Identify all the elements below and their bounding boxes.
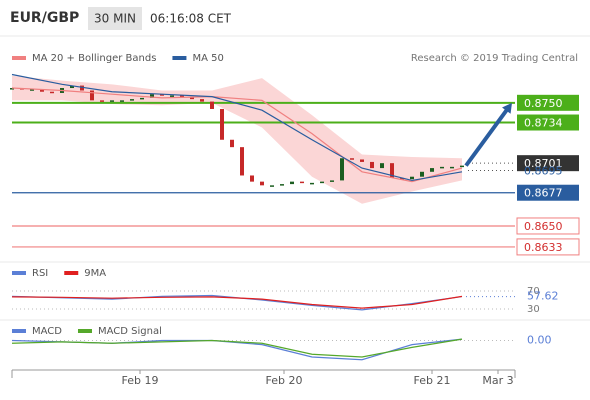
candle [350,158,354,160]
candle [320,181,324,184]
candle [400,177,404,180]
candle [150,94,154,98]
level-label: 0.8650 [524,220,563,233]
x-tick-label: Feb 21 [414,374,451,387]
legend-label: MA 20 + Bollinger Bands [32,53,156,64]
candle [90,90,94,101]
level-label-box [517,184,579,201]
legend-label: MA 50 [192,53,223,64]
level-label: 0.8750 [524,97,563,110]
legend-swatch [12,329,26,333]
legend-swatch [12,271,26,275]
candle [300,181,304,184]
x-tick-label: Mar 3 [482,374,513,387]
legend-swatch [77,329,92,333]
level-label-box [516,238,580,256]
level-label: 0.8633 [524,241,563,254]
projection-arrow [464,106,511,167]
candle [260,181,264,186]
legend-swatch [12,56,26,60]
indicator-line [11,295,463,309]
candle [270,185,274,187]
interval: 30 MIN [94,12,136,26]
candle [440,166,444,169]
candle [210,101,214,109]
candle [180,95,184,97]
legend-swatch [172,56,187,60]
candle [30,89,34,91]
candle [230,139,234,148]
candle [170,95,174,97]
ma-line [11,87,463,183]
level-label: 0.8677 [524,187,563,200]
candle [380,163,384,169]
bollinger-band [12,75,462,204]
candle [50,91,54,94]
candle [420,171,424,177]
value-label: 57.62 [527,290,559,303]
legend-swatch [64,271,79,275]
candle [140,97,144,100]
candle [280,184,284,186]
candle [450,166,454,169]
candle [430,168,434,172]
y-tick-label: 30 [527,304,540,315]
candle [70,85,74,89]
x-tick-label: Feb 19 [122,374,159,387]
level-label: 0.8701 [524,157,563,170]
candle [200,99,204,102]
candle [340,158,344,181]
level-label: 0.8734 [524,117,563,130]
x-tick-label: Feb 20 [266,374,303,387]
level-label-box [517,114,579,131]
candle [360,159,364,162]
candle [120,100,124,102]
candle [240,147,244,176]
symbol: EUR/GBP [10,10,79,26]
candle [160,94,164,96]
time: 06:16:08 CET [150,12,232,26]
legend-label: RSI [32,268,48,279]
candle [370,161,374,169]
indicator-line [11,338,463,358]
legend-label: MACD Signal [98,326,162,337]
candle [330,180,334,182]
candle [10,88,14,90]
ma-line [11,73,463,182]
candle [410,176,414,180]
legend-label: 9MA [84,268,106,279]
legend-label: MACD [32,326,62,337]
level-label-box [517,94,579,111]
level-label-box [516,217,580,235]
candle [310,182,314,185]
candle [40,89,44,92]
candle [460,165,464,168]
candle [130,99,134,101]
candle [390,163,394,178]
credit: Research © 2019 Trading Central [411,53,578,64]
projection-arrowhead [502,102,512,114]
candle [220,108,224,140]
interval-box [88,7,142,30]
candle [190,96,194,100]
level-label-box [517,155,579,172]
candle [110,100,114,102]
candle [250,175,254,182]
level-label: 0.8695 [524,165,563,178]
candle [80,85,84,91]
y-tick-label: 0.00 [527,334,552,347]
y-tick-label: 70 [527,286,540,297]
candle [100,100,104,102]
candle [290,181,294,185]
